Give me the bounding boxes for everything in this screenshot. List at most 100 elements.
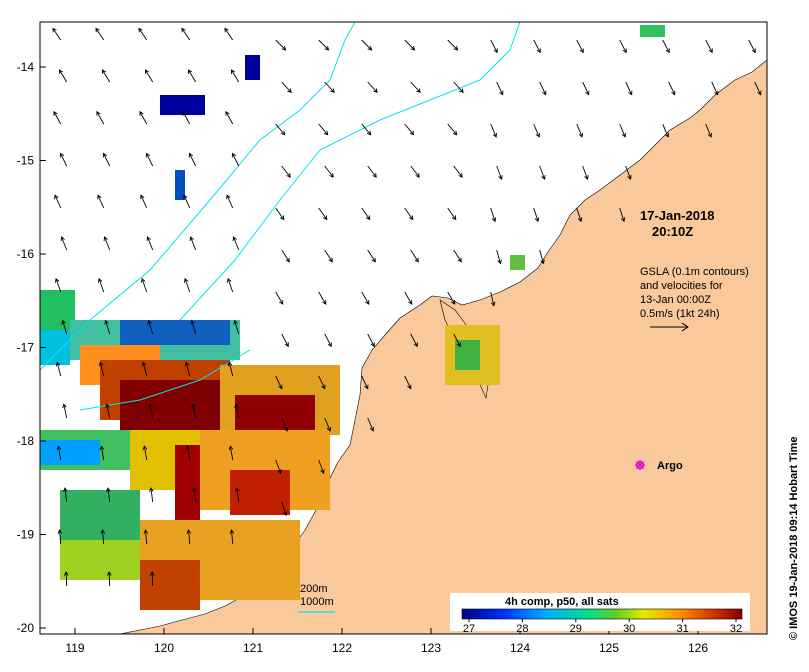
velocity-arrow-head [536, 48, 541, 54]
velocity-arrow-head [97, 194, 102, 200]
velocity-arrow-shaft [533, 207, 539, 222]
velocity-arrow-head [535, 132, 540, 138]
velocity-arrow-head [187, 69, 193, 75]
velocity-arrow-head [415, 173, 420, 178]
velocity-arrow-head [183, 277, 189, 283]
velocity-arrow-head [230, 69, 236, 75]
velocity-arrow-head [232, 236, 237, 242]
velocity-arrow-head [104, 319, 109, 325]
velocity-arrow-shaft [625, 165, 631, 180]
lat-tick-label: -15 [17, 154, 35, 168]
velocity-arrow-head [287, 88, 292, 94]
velocity-arrow-head [414, 257, 419, 263]
colorbar-tick-label: 30 [623, 623, 635, 635]
legend-line-2: and velocities for [640, 280, 723, 292]
colorbar-tick-label: 32 [730, 623, 742, 635]
velocity-arrow-head [225, 110, 230, 116]
legend-line-3: 13-Jan 00:00Z [640, 294, 711, 306]
velocity-arrow-shaft [181, 28, 191, 41]
velocity-arrow-shaft [453, 165, 463, 178]
velocity-arrow-head [58, 69, 64, 75]
gsla-contours [40, 22, 521, 411]
velocity-arrow-shaft [318, 123, 329, 136]
velocity-arrow-shaft [447, 39, 458, 51]
velocity-arrow-shaft [533, 123, 540, 138]
lon-tick-label: 124 [510, 641, 530, 655]
velocity-arrow-head [665, 48, 670, 54]
velocity-arrow-shaft [711, 81, 719, 95]
velocity-arrow-head [283, 426, 289, 432]
velocity-arrow-shaft [53, 111, 62, 125]
velocity-arrow-head [408, 215, 414, 221]
velocity-arrow-head [628, 90, 633, 96]
velocity-arrow-shaft [318, 291, 327, 305]
velocity-arrow-shaft [576, 39, 584, 53]
velocity-arrow-head [63, 571, 69, 576]
velocity-arrow-head [622, 48, 627, 54]
velocity-arrow-shaft [232, 153, 240, 167]
velocity-arrow-head [321, 384, 326, 390]
velocity-arrow-shaft [539, 165, 545, 180]
velocity-arrow-shaft [102, 69, 111, 83]
velocity-arrow-shaft [235, 404, 240, 419]
velocity-arrow-shaft [100, 446, 105, 461]
velocity-arrow-head [106, 487, 111, 493]
velocity-arrow-shaft [146, 153, 154, 167]
velocity-arrow-head [278, 384, 283, 390]
velocity-arrow-shaft [453, 81, 464, 93]
velocity-arrow-head [145, 152, 150, 158]
velocity-arrow-head [409, 130, 415, 136]
velocity-arrow-shaft [490, 39, 498, 53]
velocity-arrow-head [534, 217, 540, 223]
velocity-arrow-shaft [275, 123, 286, 136]
velocity-arrow-shaft [225, 111, 234, 125]
velocity-arrow-head [279, 215, 285, 221]
velocity-arrow-shaft [275, 291, 284, 305]
velocity-arrow-head [140, 277, 146, 283]
velocity-arrow-shaft [576, 207, 582, 222]
velocity-arrow-head [540, 259, 545, 265]
velocity-arrow-head [98, 361, 104, 367]
velocity-arrow-shaft [662, 123, 669, 138]
velocity-arrow-shaft [275, 39, 286, 51]
velocity-arrow-head [60, 236, 65, 242]
velocity-arrow-head [181, 27, 186, 33]
velocity-arrow-shaft [619, 123, 626, 138]
velocity-arrow-head [373, 88, 378, 94]
velocity-arrow-head [185, 445, 191, 451]
velocity-arrow-shaft [59, 69, 68, 83]
velocity-arrow-shaft [140, 195, 148, 209]
velocity-arrow-shaft [281, 165, 291, 178]
velocity-arrow-head [453, 45, 459, 51]
velocity-arrow-shaft [189, 153, 197, 167]
velocity-arrow-shaft [410, 333, 418, 347]
velocity-arrow-head [280, 130, 286, 136]
velocity-arrow-shaft [453, 333, 461, 347]
velocity-arrow-shaft [447, 291, 456, 305]
velocity-arrow-head [54, 194, 59, 200]
velocity-arrow-shaft [404, 39, 415, 51]
velocity-arrow-head [671, 90, 676, 96]
bathymetry-1000-label: 1000m [300, 596, 334, 608]
velocity-arrow-shaft [318, 459, 325, 474]
velocity-arrow-head [279, 300, 284, 305]
latitude-axis: -14 -15 -16 -17 -18 -19 -20 [17, 60, 46, 635]
lon-tick-label: 125 [599, 641, 619, 655]
velocity-arrow-shaft [490, 291, 495, 306]
velocity-arrow-shaft [96, 111, 105, 125]
velocity-arrow-head [370, 342, 375, 348]
velocity-arrow-shaft [148, 320, 154, 335]
lon-tick-label: 121 [243, 641, 263, 655]
argo-marker-icon [635, 460, 645, 470]
lon-tick-label: 119 [65, 641, 84, 655]
velocity-arrow-head [233, 319, 238, 325]
velocity-arrow-shaft [361, 123, 372, 136]
velocity-arrow-head [541, 175, 546, 181]
velocity-arrow-shaft [54, 195, 62, 209]
velocity-arrow-shaft [226, 195, 234, 209]
velocity-arrow-shaft [668, 81, 676, 95]
velocity-arrow-head [367, 45, 373, 51]
velocity-arrow-head [365, 215, 371, 221]
velocity-arrow-head [148, 403, 153, 409]
velocity-arrow-shaft [447, 207, 457, 220]
